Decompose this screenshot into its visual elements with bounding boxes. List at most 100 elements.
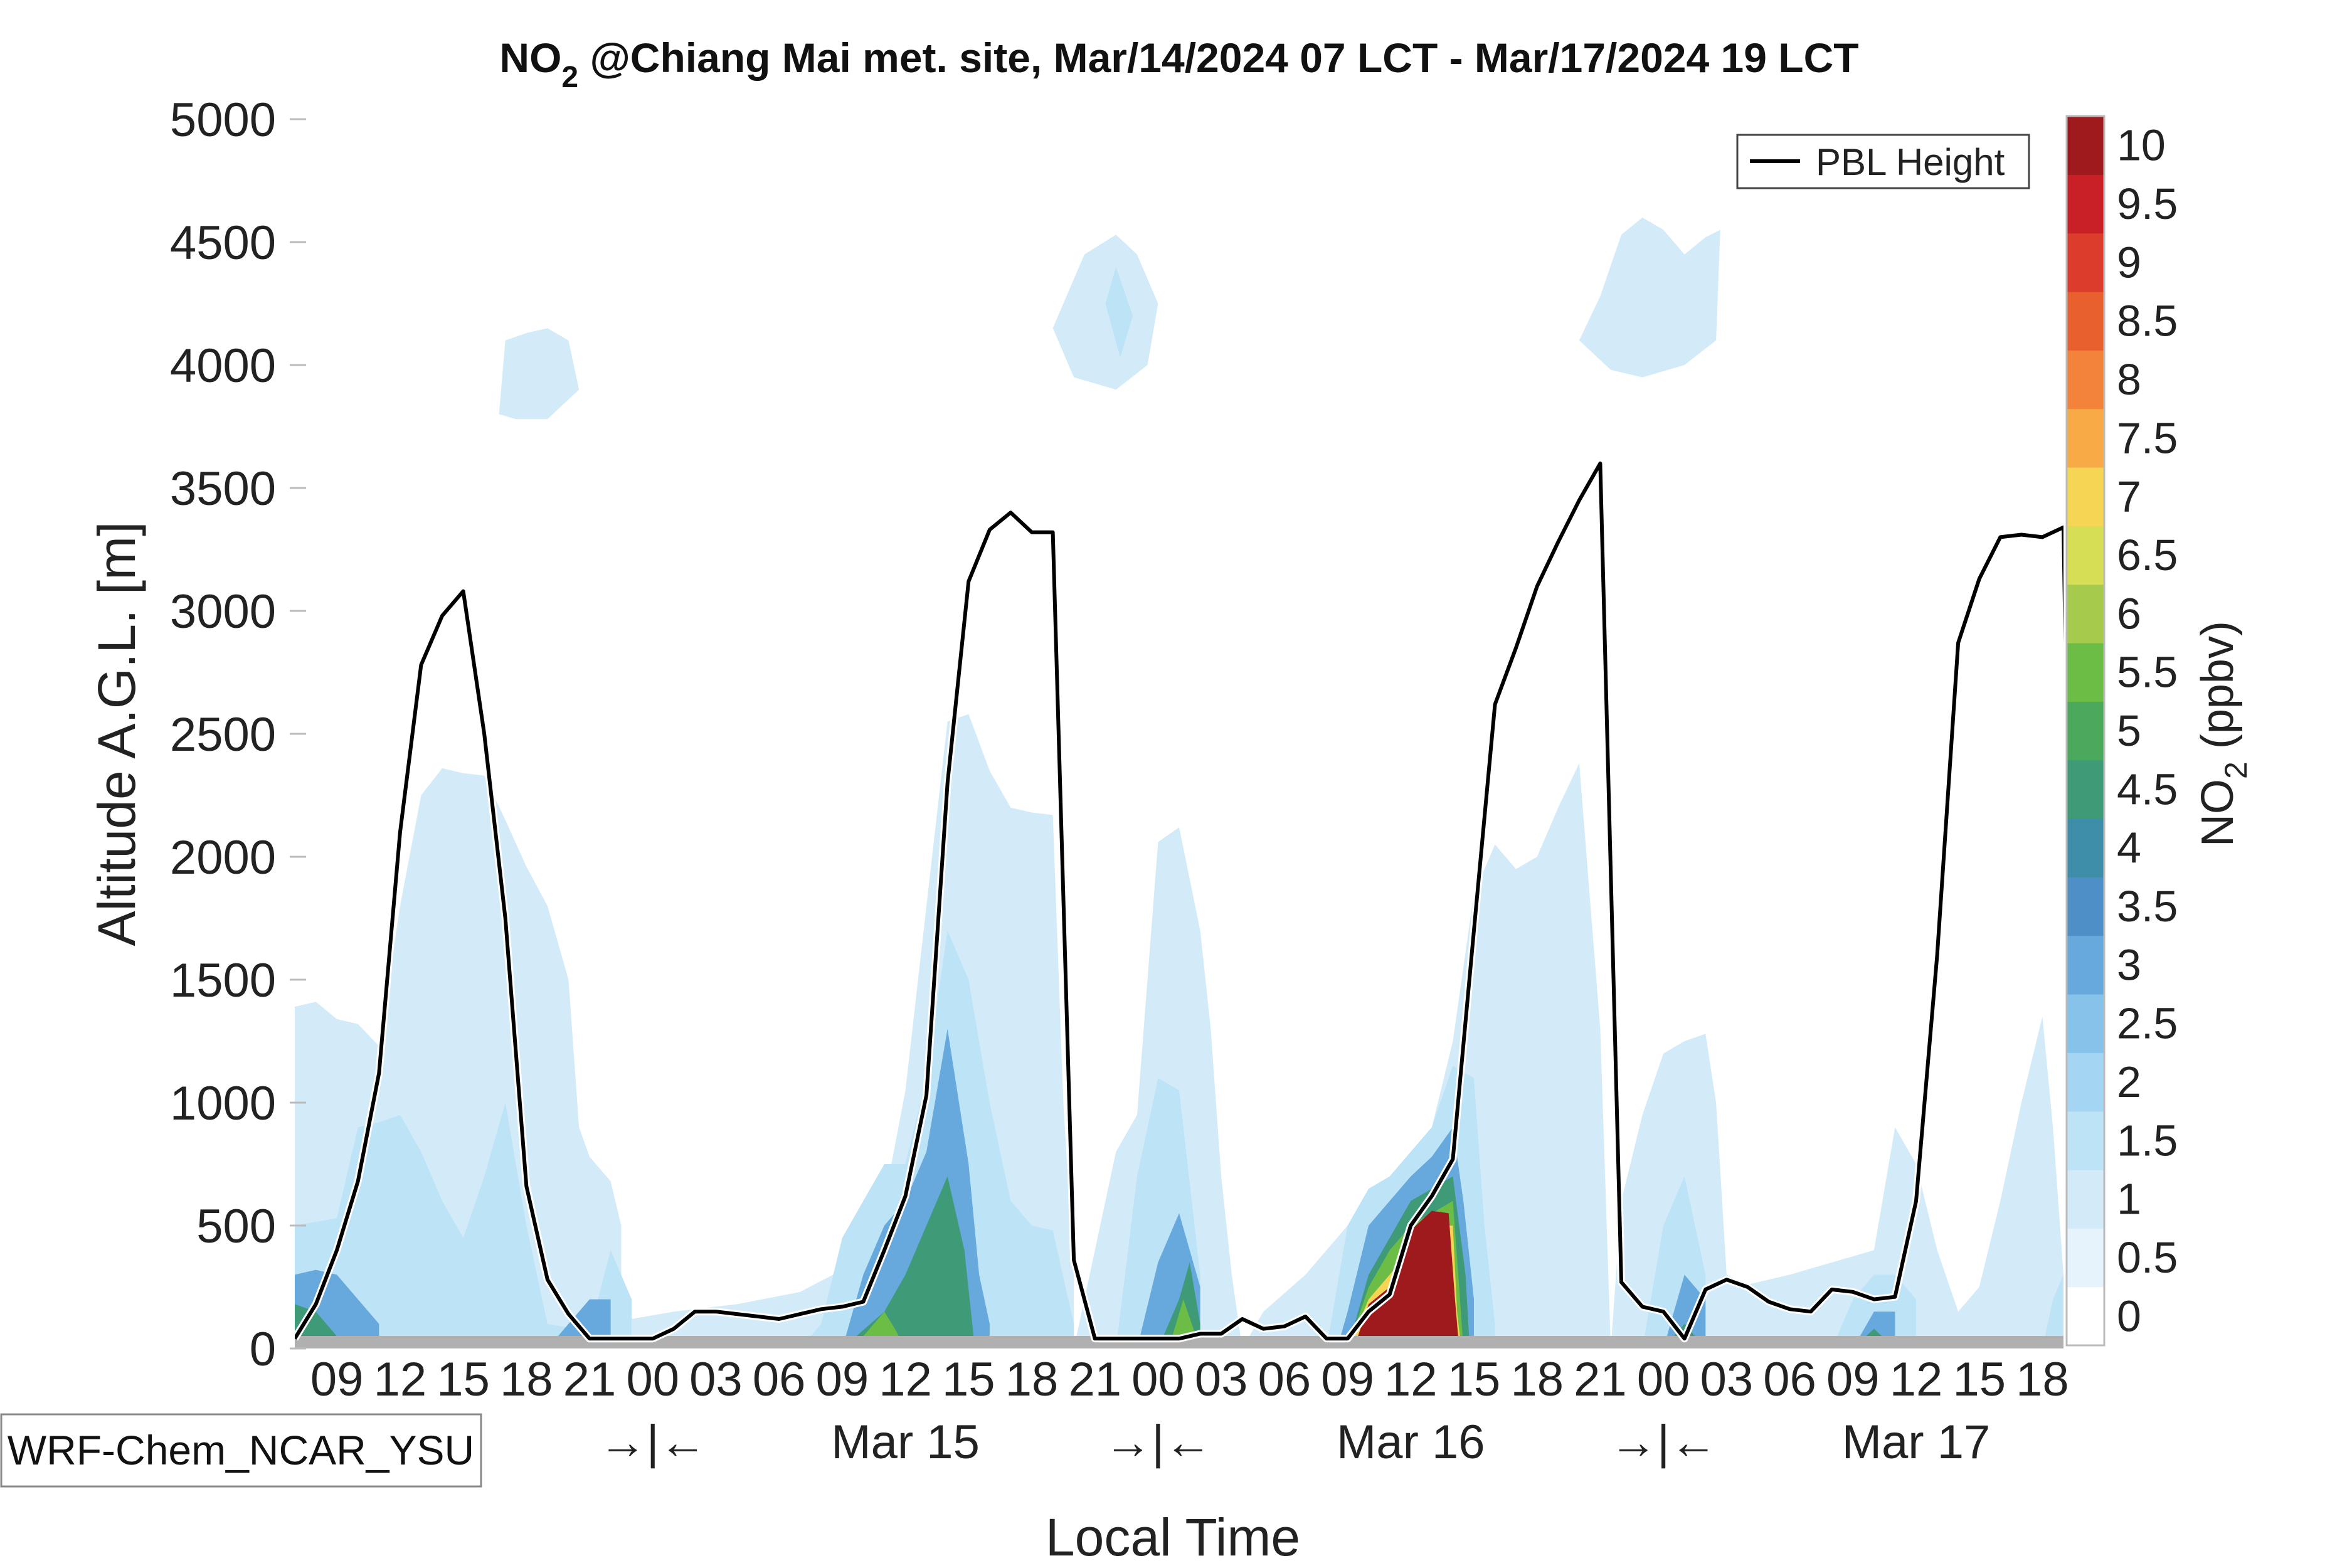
- y-tick-label-4: 2000: [170, 831, 276, 884]
- colorbar-label-subscript: 2: [2218, 761, 2254, 779]
- x-tick-label-21: 00: [1637, 1353, 1690, 1406]
- x-tick-label-12: 21: [1068, 1353, 1121, 1406]
- contour-region-1-7: [1105, 267, 1133, 358]
- colorbar-segment-4: [2067, 1052, 2104, 1112]
- x-tick-label-17: 12: [1384, 1353, 1438, 1406]
- colorbar-segment-16: [2067, 350, 2104, 410]
- contour-region-0-5: [499, 328, 580, 420]
- colorbar-segment-1: [2067, 1228, 2104, 1288]
- model-label-box: WRF-Chem_NCAR_YSU: [0, 1413, 482, 1488]
- colorbar-tick-label-5: 2.5: [2117, 999, 2178, 1048]
- x-tick-label-24: 09: [1826, 1353, 1880, 1406]
- contour-layer: [295, 217, 2063, 1348]
- colorbar-segment-19: [2067, 174, 2104, 234]
- x-tick-label-7: 06: [753, 1353, 806, 1406]
- colorbar-segment-9: [2067, 760, 2104, 819]
- colorbar-segment-0: [2067, 1286, 2104, 1346]
- colorbar-segment-10: [2067, 701, 2104, 761]
- contour-region-3-1: [842, 1176, 975, 1348]
- colorbar-tick-label-8: 4: [2117, 824, 2141, 872]
- x-tick-label-27: 18: [2016, 1353, 2069, 1406]
- contour-region-0-4: [1611, 1016, 2063, 1348]
- y-tick-label-1: 500: [196, 1200, 276, 1253]
- x-tick-label-23: 06: [1763, 1353, 1816, 1406]
- x-date-label-2: Mar 17: [1842, 1416, 1991, 1469]
- contour-region-0-6: [1052, 235, 1158, 390]
- colorbar-tick-label-6: 3: [2117, 940, 2141, 989]
- contour-region-1-0: [295, 1103, 632, 1348]
- x-tick-label-15: 06: [1258, 1353, 1311, 1406]
- x-tick-label-18: 15: [1448, 1353, 1501, 1406]
- x-tick-label-20: 21: [1574, 1353, 1627, 1406]
- contour-region-0-7: [1579, 217, 1720, 378]
- colorbar-tick-label-7: 3.5: [2117, 882, 2178, 931]
- colorbar-label-no: NO: [2193, 779, 2243, 847]
- colorbar-segment-2: [2067, 1170, 2104, 1229]
- colorbar-frame: [2065, 115, 2106, 1347]
- x-tick-label-4: 21: [563, 1353, 617, 1406]
- x-date-label-1: Mar 16: [1337, 1416, 1485, 1469]
- contour-region-1-6: [2042, 1274, 2063, 1348]
- x-tick-label-13: 00: [1131, 1353, 1185, 1406]
- y-axis: 0 500 1000 1500 2000 2500 3000 3500 4000 4500 5000: [170, 93, 306, 1376]
- y-tick-label-10: 5000: [170, 93, 276, 147]
- colorbar-tick-label-14: 7: [2117, 472, 2141, 521]
- colorbar: 0 0.5 1 1.5 2 2.5 3 3.5 4 4.5 5 5.5 6 6.5 7 7.5 8 8.5 9 9.5…: [2065, 115, 2178, 1347]
- x-axis-label: Local Time: [1046, 1508, 1300, 1567]
- colorbar-tick-label-3: 1.5: [2117, 1116, 2178, 1165]
- pbl-layer: [295, 459, 2063, 1343]
- colorbar-segment-18: [2067, 233, 2104, 292]
- x-tick-label-11: 18: [1005, 1353, 1059, 1406]
- contour-region-6-0: [1353, 1210, 1459, 1348]
- title-subscript: 2: [561, 61, 578, 94]
- x-tick-label-0: 09: [310, 1353, 364, 1406]
- colorbar-tick-label-19: 9.5: [2117, 179, 2178, 228]
- colorbar-tick-label-11: 5.5: [2117, 648, 2178, 697]
- x-date-label-0: Mar 15: [831, 1416, 980, 1469]
- x-tick-label-16: 09: [1321, 1353, 1374, 1406]
- x-tick-label-14: 03: [1195, 1353, 1248, 1406]
- x-tick-label-26: 15: [1952, 1353, 2006, 1406]
- x-tick-label-10: 15: [942, 1353, 995, 1406]
- colorbar-segment-12: [2067, 584, 2104, 644]
- colorbar-segment-5: [2067, 994, 2104, 1053]
- contour-region-0-3: [1242, 763, 1611, 1348]
- x-tick-label-1: 12: [374, 1353, 427, 1406]
- colorbar-segment-20: [2067, 116, 2104, 175]
- x-tick-label-19: 18: [1510, 1353, 1564, 1406]
- x-tick-label-6: 03: [689, 1353, 743, 1406]
- colorbar-segment-14: [2067, 467, 2104, 526]
- x-tick-label-3: 18: [500, 1353, 553, 1406]
- y-tick-label-9: 4500: [170, 216, 276, 270]
- y-tick-label-7: 3500: [170, 462, 276, 516]
- x-tick-label-5: 00: [626, 1353, 679, 1406]
- x-tick-label-22: 03: [1700, 1353, 1754, 1406]
- colorbar-segment-13: [2067, 526, 2104, 585]
- midnight-marker-2: →|←: [1609, 1416, 1717, 1469]
- y-tick-label-8: 4000: [170, 339, 276, 393]
- x-tick-label-2: 15: [437, 1353, 490, 1406]
- legend-pbl-label: PBL Height: [1816, 141, 2005, 183]
- pbl-height-line-0: [295, 461, 2063, 1341]
- colorbar-label-rest: (ppbv): [2193, 621, 2243, 761]
- y-tick-label-6: 3000: [170, 585, 276, 638]
- plot-area: [295, 217, 2063, 1348]
- colorbar-tick-label-16: 8: [2117, 355, 2141, 404]
- colorbar-tick-label-17: 8.5: [2117, 297, 2178, 346]
- y-axis-label: Altitude A.G.L. [m]: [87, 522, 146, 946]
- x-axis: 09 12 15 18 21 00 03 06 09 12 15 18 21 00 03 06 09 12 15 18…: [310, 1353, 2069, 1469]
- colorbar-segment-15: [2067, 408, 2104, 468]
- y-tick-label-5: 2500: [170, 708, 276, 761]
- colorbar-label: NO2 (ppbv): [2193, 621, 2254, 847]
- colorbar-segment-11: [2067, 643, 2104, 702]
- y-tick-label-3: 1500: [170, 954, 276, 1007]
- model-label: WRF-Chem_NCAR_YSU: [8, 1427, 474, 1473]
- colorbar-tick-label-2: 1: [2117, 1175, 2141, 1224]
- colorbar-tick-label-15: 7.5: [2117, 413, 2178, 462]
- colorbar-tick-label-12: 6: [2117, 589, 2141, 638]
- colorbar-segment-6: [2067, 935, 2104, 995]
- title-no: NO: [499, 34, 561, 81]
- x-tick-label-25: 12: [1890, 1353, 1943, 1406]
- colorbar-tick-label-0: 0: [2117, 1291, 2141, 1340]
